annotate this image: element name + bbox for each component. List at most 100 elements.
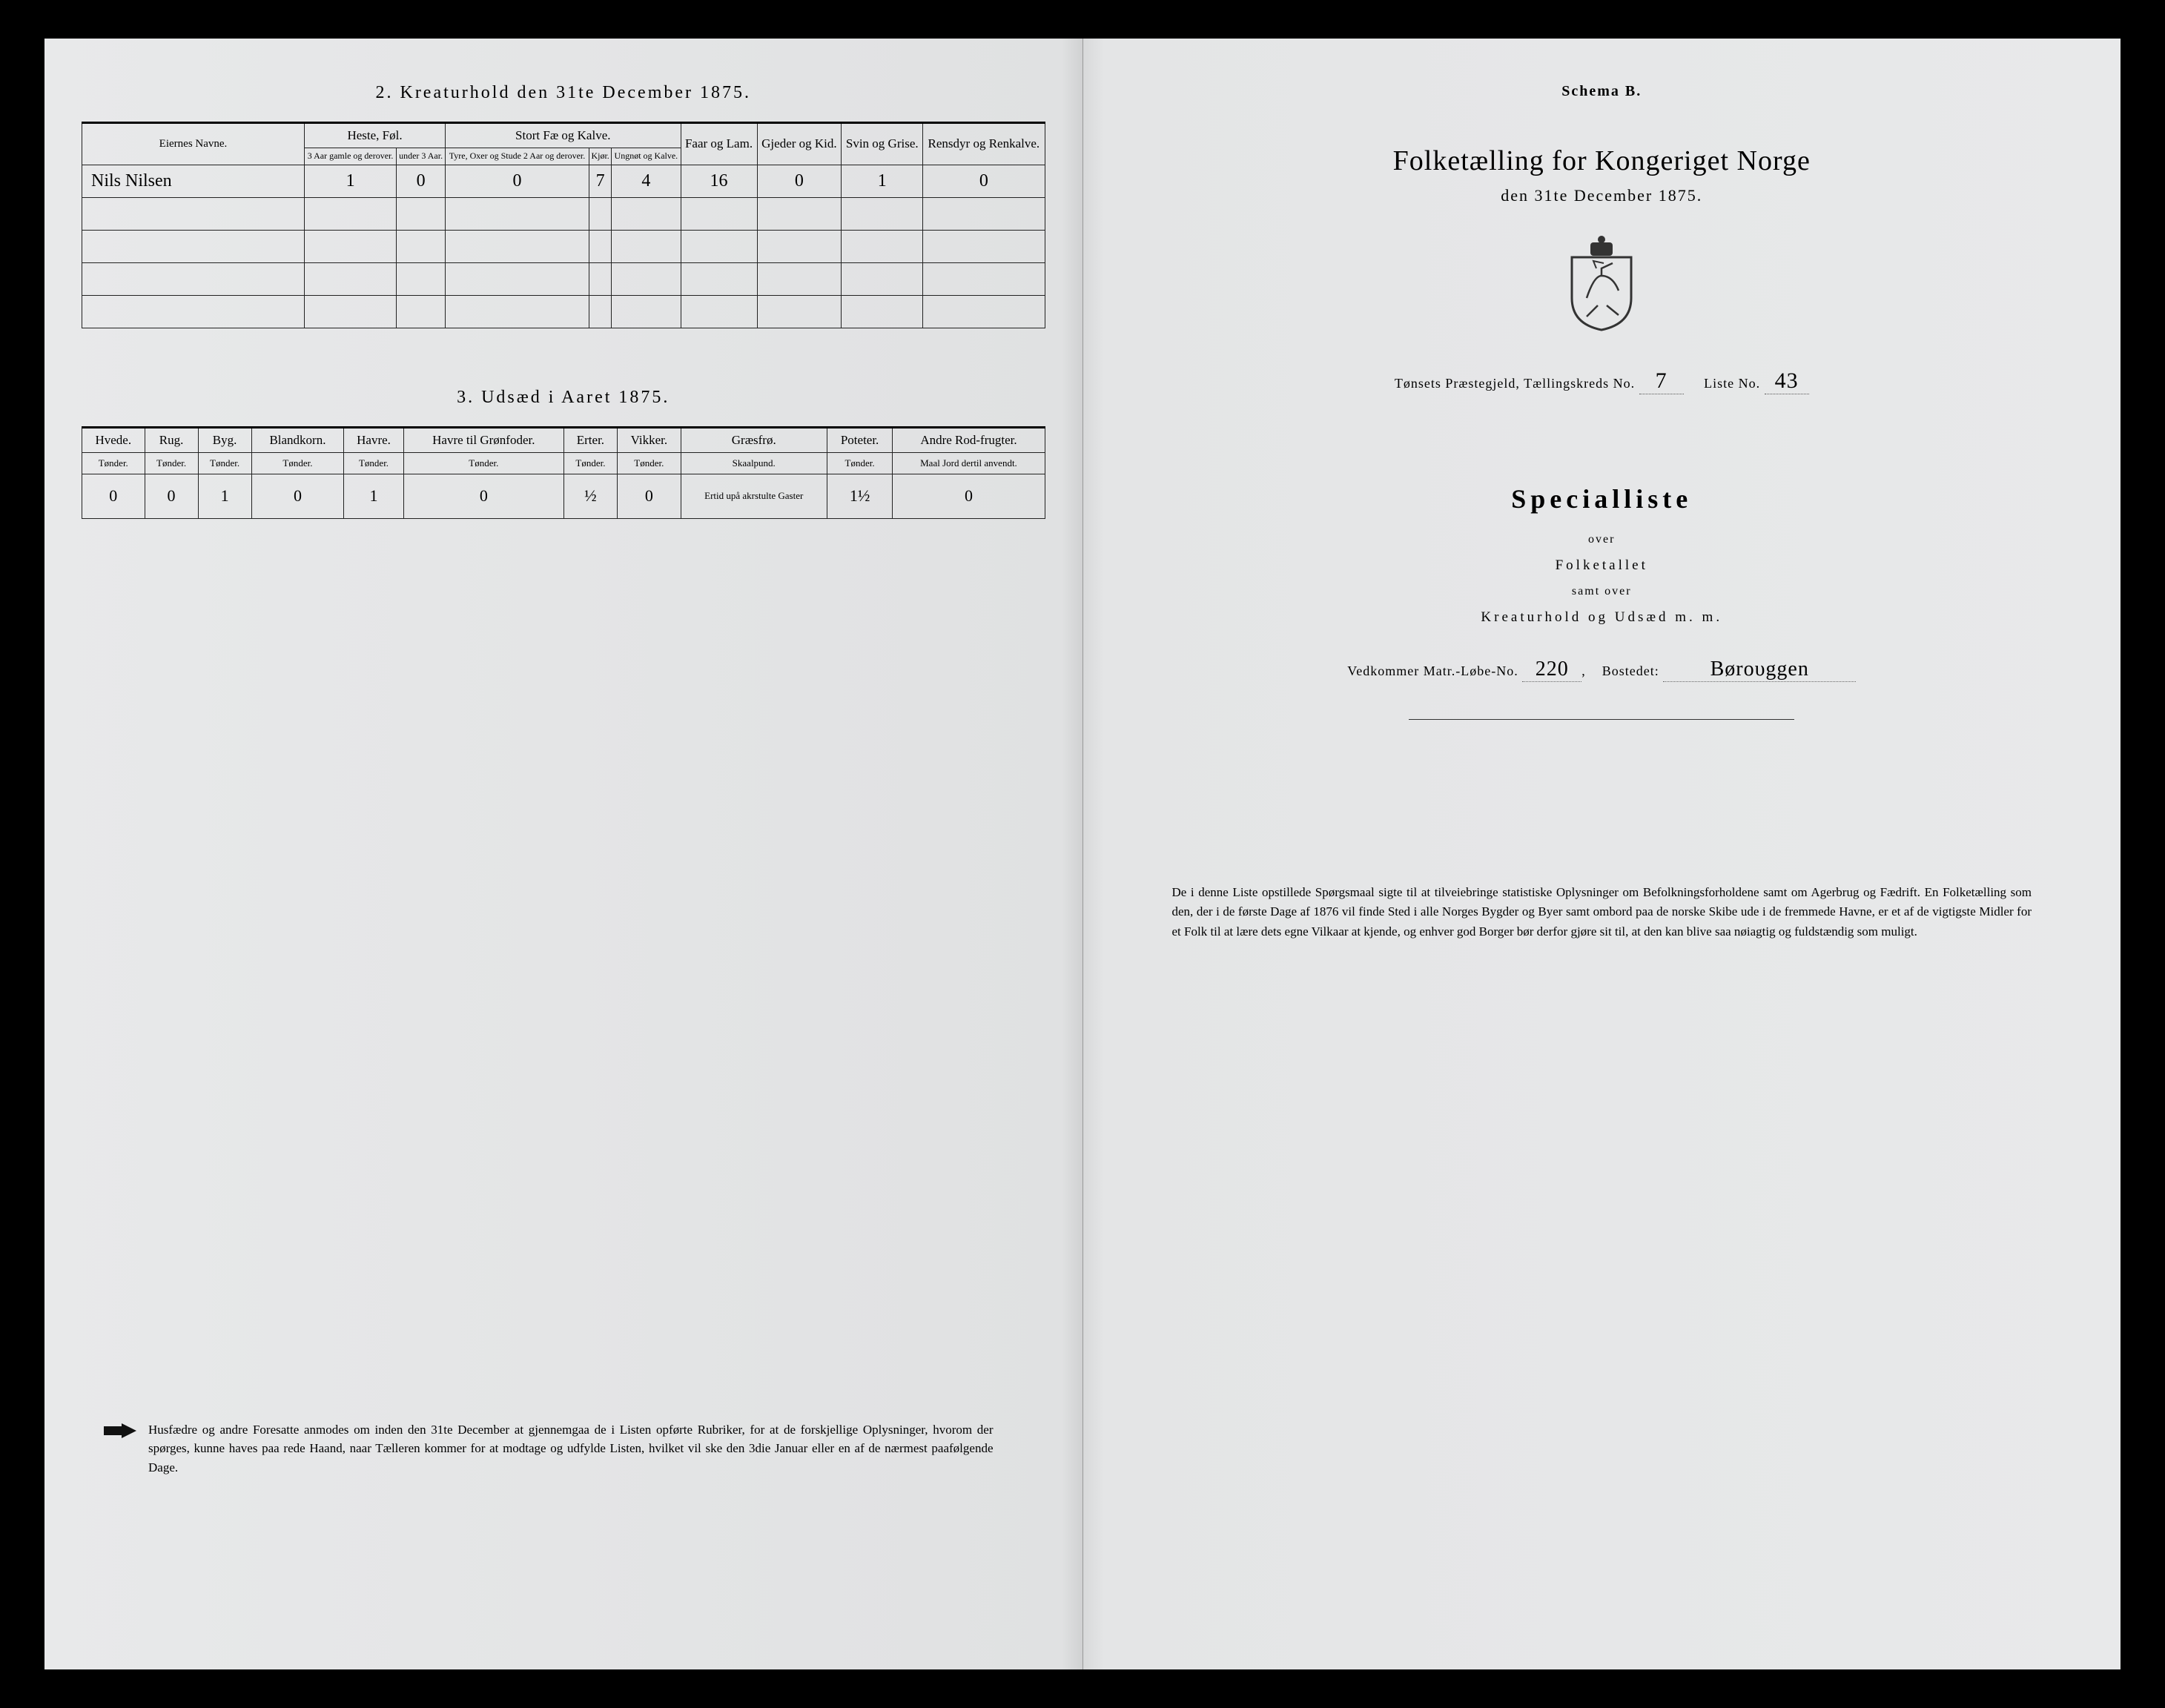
value-cell [589,230,612,262]
group-stortfae: Stort Fæ og Kalve. [446,123,681,148]
value-cell [612,197,681,230]
crop-header: Erter. [563,427,617,452]
value-cell [923,262,1045,295]
owner-cell [82,230,305,262]
crop-header: Andre Rod-frugter. [893,427,1045,452]
owner-header: Eiernes Navne. [82,123,305,165]
unit-header: Tønder. [198,452,251,474]
crop-header: Blandkorn. [251,427,344,452]
udsaed-cell: 0 [251,474,344,518]
unit-header: Tønder. [251,452,344,474]
kreatur-table: Eiernes Navne. Heste, Føl. Stort Fæ og K… [82,122,1045,328]
value-cell [589,197,612,230]
group-svin: Svin og Grise. [842,123,923,165]
main-title: Folketælling for Kongeriget Norge [1120,145,2084,177]
owner-cell [82,262,305,295]
bosted-value: Børουggen [1663,658,1856,682]
group-gjeder: Gjeder og Kid. [757,123,842,165]
value-cell [397,197,446,230]
parish-line: Tønsets Præstegjeld, Tællingskreds No. 7… [1120,368,2084,394]
unit-header: Skaalpund. [681,452,827,474]
liste-no: 43 [1765,368,1809,394]
footer-note: Husfædre og andre Foresatte anmodes om i… [148,1420,994,1477]
crop-header: Rug. [145,427,198,452]
value-cell [923,197,1045,230]
center-block: over Folketallet samt over Kreaturhold o… [1120,528,2084,632]
value-cell [612,262,681,295]
value-cell [842,262,923,295]
value-cell [305,230,397,262]
table-row [82,230,1045,262]
left-page: 2. Kreaturhold den 31te December 1875. E… [44,39,1083,1669]
udsaed-cell: Ertid upå akrstulte Gaster [681,474,827,518]
matr-label: Vedkommer Matr.-Løbe-No. [1347,663,1518,678]
unit-header: Tønder. [82,452,145,474]
value-cell [681,295,757,328]
group-faar: Faar og Lam. [681,123,757,165]
value-cell: 1 [305,165,397,197]
value-cell [612,230,681,262]
sub-fae-0: Tyre, Oxer og Stude 2 Aar og derover. [446,148,589,165]
crop-header: Vikker. [617,427,681,452]
udsaed-cell: 1½ [827,474,893,518]
udsaed-cell: 0 [617,474,681,518]
coat-of-arms-icon [1561,235,1642,331]
value-cell [681,230,757,262]
value-cell [757,197,842,230]
parish-prefix: Tønsets Præstegjeld, Tællingskreds No. [1395,376,1635,391]
value-cell [681,197,757,230]
unit-header: Tønder. [145,452,198,474]
crop-header: Græsfrø. [681,427,827,452]
value-cell: 0 [923,165,1045,197]
value-cell [397,295,446,328]
schema-label: Schema B. [1120,83,2084,100]
sub-heste-1: under 3 Aar. [397,148,446,165]
samt-over-text: samt over [1120,580,2084,603]
divider [1409,719,1794,720]
udsaed-cell: 0 [145,474,198,518]
specialliste-heading: Specialliste [1120,483,2084,514]
folketallet-text: Folketallet [1120,552,2084,580]
value-cell [842,197,923,230]
group-heste: Heste, Føl. [305,123,446,148]
value-cell [681,262,757,295]
value-cell [446,295,589,328]
value-cell [612,295,681,328]
value-cell: 16 [681,165,757,197]
sub-fae-1: Kjør. [589,148,612,165]
matr-line: Vedkommer Matr.-Løbe-No. 220, Bostedet: … [1120,658,2084,682]
table-row [82,295,1045,328]
value-cell [842,230,923,262]
bosted-label: Bostedet: [1602,663,1659,678]
kreds-no: 7 [1639,368,1684,394]
value-cell [589,295,612,328]
value-cell [397,262,446,295]
table-row: Nils Nilsen1007416010 [82,165,1045,197]
value-cell: 0 [757,165,842,197]
udsaed-table: Hvede.Rug.Byg.Blandkorn.Havre.Havre til … [82,426,1045,519]
owner-cell: Nils Nilsen [82,165,305,197]
value-cell [923,230,1045,262]
crop-header: Hvede. [82,427,145,452]
pointing-hand-icon [104,1422,136,1440]
value-cell [757,295,842,328]
value-cell: 0 [397,165,446,197]
udsaed-cell: 1 [198,474,251,518]
crop-header: Byg. [198,427,251,452]
crop-header: Havre. [344,427,403,452]
group-rensdyr: Rensdyr og Renkalve. [923,123,1045,165]
kreatur-line-text: Kreaturhold og Udsæd m. m. [1120,603,2084,632]
value-cell [589,262,612,295]
census-document: 2. Kreaturhold den 31te December 1875. E… [44,39,2121,1669]
value-cell [305,197,397,230]
unit-header: Maal Jord dertil anvendt. [893,452,1045,474]
owner-cell [82,295,305,328]
value-cell [305,262,397,295]
section2-heading: 2. Kreaturhold den 31te December 1875. [82,83,1045,103]
value-cell [446,197,589,230]
section3-heading: 3. Udsæd i Aaret 1875. [82,388,1045,408]
unit-header: Tønder. [344,452,403,474]
value-cell [757,262,842,295]
value-cell: 4 [612,165,681,197]
value-cell: 0 [446,165,589,197]
